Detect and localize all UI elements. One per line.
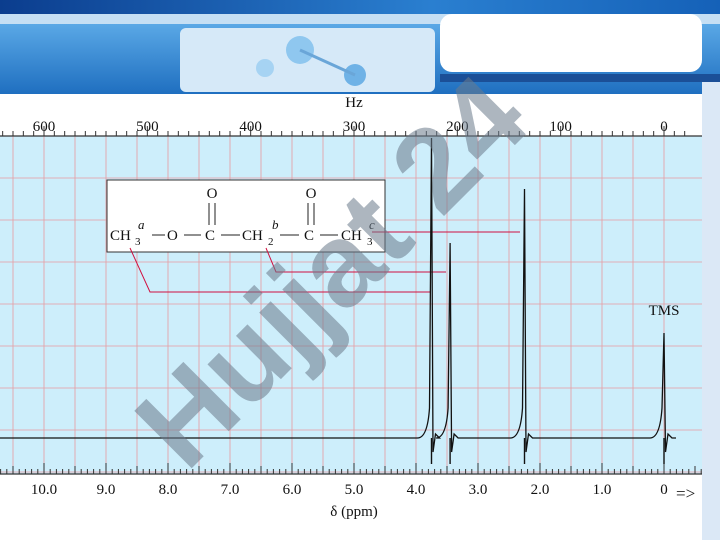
bottom-axis-labels: 10.0 9.0 8.0 7.0 6.0 5.0 4.0 3.0 2.0 1.0 0 xyxy=(31,482,668,498)
top-tick-label: 400 xyxy=(239,119,262,135)
bottom-tick-label: 3.0 xyxy=(469,482,488,498)
grid xyxy=(0,135,702,475)
proton-label-a: a xyxy=(138,217,145,232)
group-sub-3c: 3 xyxy=(367,236,373,248)
group-ch-c: CH xyxy=(341,228,362,244)
bottom-tick-label: 8.0 xyxy=(159,482,178,498)
top-tick-label: 300 xyxy=(343,119,366,135)
bottom-tick-label: 4.0 xyxy=(407,482,426,498)
carbonyl-o-2: O xyxy=(306,186,317,202)
white-title-panel xyxy=(440,14,702,72)
carbonyl-o-1: O xyxy=(207,186,218,202)
peak-connectors xyxy=(129,231,520,293)
top-tick-label: 0 xyxy=(660,119,668,135)
group-c-1: C xyxy=(205,228,215,244)
bottom-tick-label: 7.0 xyxy=(221,482,240,498)
top-tick-label: 500 xyxy=(136,119,159,135)
bottom-tick-label: 0 xyxy=(660,482,668,498)
bottom-tick-label: 6.0 xyxy=(283,482,302,498)
bottom-tick-label: 1.0 xyxy=(593,482,612,498)
banner-rule xyxy=(440,74,720,82)
top-axis-labels: 600 500 400 300 200 100 0 xyxy=(33,119,668,135)
bottom-axis-ticks xyxy=(0,463,702,474)
tms-label: TMS xyxy=(649,303,680,319)
proton-label-b: b xyxy=(272,217,279,232)
bottom-tick-label: 5.0 xyxy=(345,482,364,498)
group-c-2: C xyxy=(304,228,314,244)
top-axis-ticks xyxy=(2,126,686,136)
next-slide-button[interactable]: => xyxy=(676,484,696,503)
structure-box: O O CH 3 O C CH 2 C CH 3 a b c xyxy=(106,179,386,253)
group-sub-3a: 3 xyxy=(135,236,141,248)
peak-marks xyxy=(430,438,665,464)
top-tick-label: 600 xyxy=(33,119,56,135)
top-axis-title: Hz xyxy=(345,95,363,111)
group-o: O xyxy=(167,228,178,244)
group-sub-2: 2 xyxy=(268,236,274,248)
connector-a xyxy=(129,247,430,293)
group-ch-b: CH xyxy=(242,228,263,244)
top-tick-label: 100 xyxy=(549,119,572,135)
top-stripe xyxy=(0,0,720,14)
top-tick-label: 200 xyxy=(446,119,469,135)
top-stripe-light xyxy=(0,14,720,24)
bottom-tick-label: 9.0 xyxy=(97,482,116,498)
bottom-tick-label: 10.0 xyxy=(31,482,57,498)
bottom-tick-label: 2.0 xyxy=(531,482,550,498)
proton-label-c: c xyxy=(369,217,375,232)
spectrum-trace xyxy=(0,137,676,453)
group-ch-a: CH xyxy=(110,228,131,244)
molecule-icon xyxy=(256,59,274,77)
connector-b xyxy=(265,247,446,273)
right-edge-band xyxy=(702,82,720,540)
bottom-axis-title: δ (ppm) xyxy=(330,504,377,520)
